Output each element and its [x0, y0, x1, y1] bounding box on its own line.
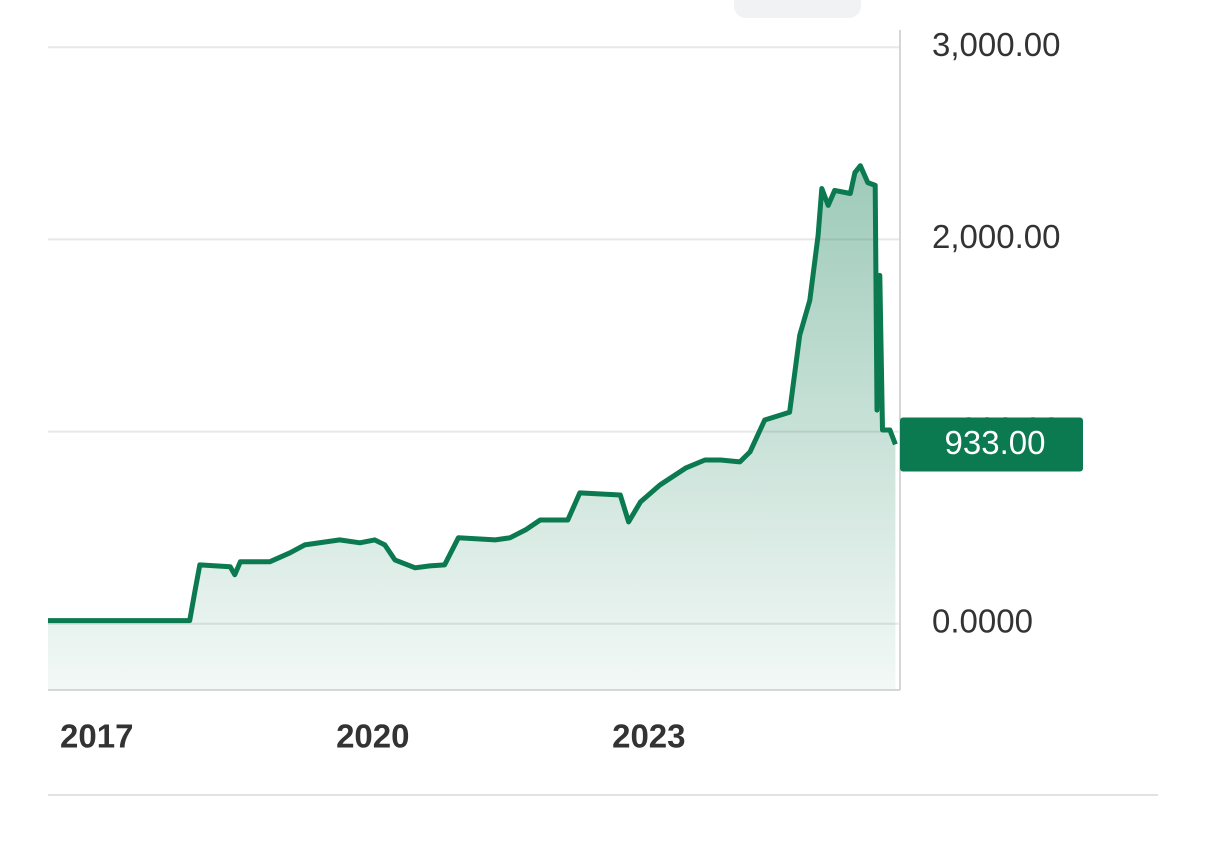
- area: [48, 165, 896, 690]
- x-tick-label: 2020: [336, 718, 409, 755]
- x-tick-label: 2023: [612, 718, 685, 755]
- y-tick-label: 3,000.00: [932, 26, 1060, 63]
- x-tick-label: 2017: [60, 718, 133, 755]
- toolbar-pill[interactable]: [734, 0, 861, 18]
- y-tick-label: 0.0000: [932, 602, 1033, 639]
- y-tick-label: 2,000.00: [932, 218, 1060, 255]
- current-value-tag: [900, 417, 1083, 472]
- price-line: [48, 163, 898, 624]
- current-value-label: 933.00: [945, 424, 1046, 461]
